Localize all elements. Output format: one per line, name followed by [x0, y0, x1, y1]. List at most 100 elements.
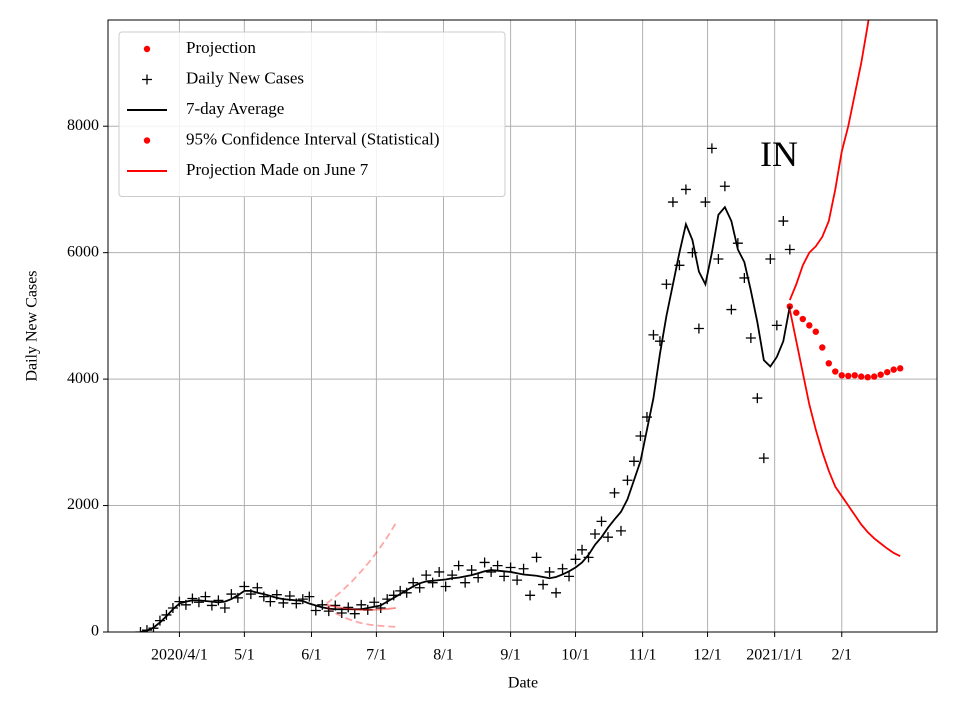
- case-marker: [518, 563, 529, 574]
- case-marker: [343, 602, 354, 613]
- legend-label: Daily New Cases: [186, 68, 304, 87]
- case-marker: [745, 333, 756, 344]
- case-marker: [680, 184, 691, 195]
- legend-label: Projection: [186, 38, 256, 57]
- case-marker: [570, 554, 581, 565]
- x-tick-label: 6/1: [301, 647, 321, 664]
- case-marker: [726, 304, 737, 315]
- projection-dot: [838, 372, 845, 379]
- upper-bound-line: [326, 522, 397, 605]
- case-marker: [466, 565, 477, 576]
- legend-marker: [143, 137, 151, 144]
- case-marker: [590, 529, 601, 540]
- case-marker: [609, 487, 620, 498]
- case-marker: [434, 566, 445, 577]
- case-marker: [602, 532, 613, 543]
- projection-dot: [793, 309, 800, 316]
- projection-dot: [832, 368, 839, 375]
- lower-bound-line: [788, 309, 901, 557]
- case-marker: [713, 253, 724, 264]
- projection-dot: [799, 315, 807, 323]
- case-marker: [512, 575, 523, 586]
- projection-dot: [845, 372, 852, 380]
- projection-dot: [877, 371, 884, 378]
- case-marker: [349, 608, 360, 619]
- case-marker: [310, 605, 321, 616]
- projection-dot: [864, 374, 871, 381]
- projection-dot: [871, 373, 878, 380]
- plot-area: [135, 20, 904, 632]
- case-marker: [499, 571, 510, 582]
- projection-dot: [858, 373, 865, 380]
- y-tick-label: 6000: [67, 243, 99, 260]
- case-marker: [758, 453, 769, 464]
- legend-label: 7-day Average: [186, 99, 284, 118]
- annotation: IN: [760, 134, 798, 174]
- upper-bound-line: [788, 20, 870, 301]
- case-marker: [544, 566, 555, 577]
- x-tick-label: 7/1: [366, 647, 386, 664]
- x-tick-label: 10/1: [561, 647, 589, 664]
- case-marker: [460, 577, 471, 588]
- case-marker: [765, 253, 776, 264]
- case-marker: [564, 571, 575, 582]
- case-marker: [193, 597, 204, 608]
- case-marker: [596, 516, 607, 527]
- case-marker: [473, 572, 484, 583]
- x-tick-label: 8/1: [433, 647, 453, 664]
- y-tick-label: 4000: [67, 370, 99, 387]
- case-marker: [427, 577, 438, 588]
- case-marker: [752, 393, 763, 404]
- case-marker: [414, 582, 425, 593]
- case-marker: [356, 599, 367, 610]
- case-marker: [440, 581, 451, 592]
- case-marker: [265, 596, 276, 607]
- case-marker: [421, 570, 432, 581]
- case-marker: [667, 197, 678, 208]
- projection-dot: [897, 365, 904, 372]
- legend: Projection Daily New Cases 7-day Average 95…: [118, 31, 506, 197]
- case-marker: [577, 544, 588, 555]
- lower-bound-line: [326, 605, 396, 628]
- y-tick-label: 8000: [67, 117, 99, 134]
- x-axis-label: Date: [508, 675, 538, 692]
- case-marker: [648, 329, 659, 340]
- case-marker: [531, 552, 542, 563]
- y-tick-label: 0: [91, 623, 99, 640]
- case-marker: [622, 475, 633, 486]
- case-marker: [226, 589, 237, 600]
- case-marker: [167, 602, 178, 613]
- case-marker: [239, 581, 250, 592]
- x-tick-label: 9/1: [500, 647, 520, 664]
- case-marker: [635, 431, 646, 442]
- y-axis-label: Daily New Cases: [24, 270, 41, 381]
- x-tick-label: 2021/1/1: [746, 647, 803, 664]
- x-tick-label: 11/1: [629, 647, 657, 664]
- case-marker: [784, 244, 795, 255]
- case-marker: [538, 579, 549, 590]
- center-line: [326, 603, 396, 611]
- average-line: [140, 205, 791, 632]
- y-tick-label: 2000: [67, 496, 99, 513]
- x-tick-label: 2020/4/1: [151, 647, 208, 664]
- case-marker: [362, 604, 373, 615]
- case-marker: [453, 560, 464, 571]
- case-marker: [154, 615, 165, 626]
- case-marker: [505, 562, 516, 573]
- legend-label: Projection Made on June 7: [186, 160, 369, 179]
- case-marker: [771, 320, 782, 331]
- projection-dot: [786, 303, 794, 310]
- x-tick-label: 5/1: [234, 647, 254, 664]
- x-tick-label: 12/1: [693, 647, 721, 664]
- case-marker: [304, 591, 315, 602]
- case-marker: [219, 602, 230, 613]
- x-tick-label: 2/1: [832, 647, 852, 664]
- case-marker: [551, 587, 562, 598]
- legend-marker: [142, 74, 152, 85]
- case-marker: [492, 560, 503, 571]
- case-marker: [700, 197, 711, 208]
- legend-label: 95% Confidence Interval (Statistical): [186, 129, 440, 148]
- case-marker: [557, 563, 568, 574]
- axes: 0 2000 4000 6000 8000 2020/4/1 5/1 6/1 7/1 8/1 9/1…: [67, 117, 852, 664]
